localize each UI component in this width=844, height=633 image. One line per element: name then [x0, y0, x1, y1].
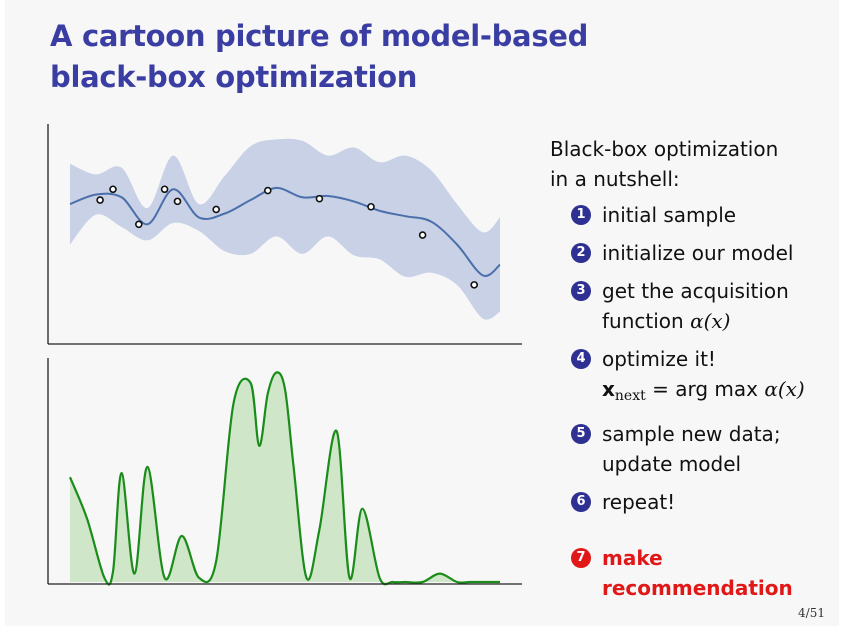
step-7-bullet: 7 [571, 548, 591, 568]
nutshell-panel: Black-box optimization in a nutshell: 1 … [550, 134, 835, 611]
step-7: 7 make recommendation [550, 543, 835, 603]
step-5-text-1: sample new data; [602, 422, 781, 446]
intro-line-2: in a nutshell: [550, 167, 680, 191]
step-3-text-2: function [602, 309, 684, 333]
acquisition-line [68, 371, 500, 586]
acquisition-function-chart [47, 358, 522, 586]
formula-operator: = arg max [652, 377, 758, 401]
slide-title-line-2: black-box optimization [50, 60, 418, 94]
page-number: 4/51 [798, 606, 825, 620]
step-4-bullet: 4 [571, 349, 591, 369]
step-3-text-1: get the acquisition [602, 279, 789, 303]
surrogate-model-chart [47, 124, 522, 345]
step-5-bullet: 5 [571, 424, 591, 444]
step-6-text: repeat! [602, 490, 676, 514]
observation-point [135, 220, 143, 229]
step-4-formula: xnext = arg max α(x) [602, 374, 835, 411]
surrogate-model-plot [45, 122, 525, 348]
observation-point [173, 197, 182, 206]
nutshell-intro: Black-box optimization in a nutshell: [550, 134, 835, 194]
uncertainty-band [70, 138, 500, 320]
observation-point [470, 281, 479, 289]
step-3-math: α(x) [690, 309, 731, 333]
slide-title: A cartoon picture of model-based black-b… [50, 16, 610, 98]
observation-point [264, 186, 272, 195]
step-6-bullet: 6 [571, 492, 591, 512]
step-2-bullet: 2 [571, 243, 591, 263]
step-1-text: initial sample [602, 203, 737, 227]
acquisition-area [70, 372, 500, 585]
step-5: 5 sample new data; update model [550, 419, 835, 479]
step-7-text-2: recommendation [602, 576, 793, 600]
step-2: 2 initialize our model [550, 238, 835, 268]
observation-point [96, 196, 104, 204]
formula-var: x [602, 377, 615, 401]
observation-point [212, 205, 220, 214]
slide: A cartoon picture of model-based black-b… [5, 0, 839, 626]
mean-line [69, 186, 501, 277]
step-3: 3 get the acquisition function α(x) [550, 276, 835, 336]
step-1-bullet: 1 [571, 205, 591, 225]
observation-point [160, 185, 169, 194]
step-2-text: initialize our model [602, 241, 794, 265]
formula-function: α(x) [764, 377, 805, 401]
step-1: 1 initial sample [550, 200, 835, 230]
formula-subscript: next [614, 388, 646, 404]
intro-line-1: Black-box optimization [550, 137, 779, 161]
observation-point [109, 185, 117, 194]
step-4: 4 optimize it! xnext = arg max α(x) [550, 344, 835, 411]
step-4-text: optimize it! [602, 347, 716, 371]
step-7-text-1: make [602, 546, 663, 570]
observation-point [315, 194, 324, 203]
observation-point [367, 202, 375, 211]
observation-point [418, 231, 427, 239]
step-6: 6 repeat! [550, 487, 835, 517]
acquisition-function-plot [45, 356, 525, 588]
steps-list: 1 initial sample 2 initialize our model … [550, 200, 835, 603]
step-3-line-2: function α(x) [602, 306, 835, 336]
slide-title-line-1: A cartoon picture of model-based [50, 19, 589, 53]
step-5-text-2: update model [602, 452, 742, 476]
step-3-bullet: 3 [571, 281, 591, 301]
